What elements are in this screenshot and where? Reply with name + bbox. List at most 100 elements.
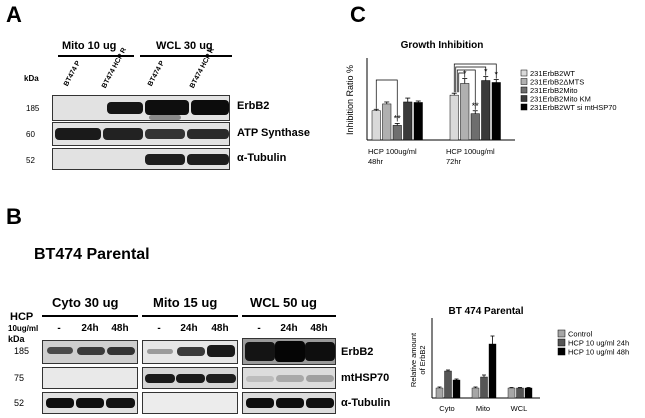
bar-0-0 xyxy=(435,387,444,399)
y-axis-label: Inhibition Ratio % xyxy=(345,65,355,135)
panel-b-mw-3: 52 xyxy=(14,398,25,408)
panel-a-group2-underline xyxy=(140,55,232,57)
panel-a-lane2-label: BT474 HCP R xyxy=(100,46,129,90)
bar-2-2 xyxy=(524,387,533,399)
comparison-bracket xyxy=(456,69,476,110)
panel-a-blot-atp-synthase xyxy=(52,122,230,146)
bar-1-1 xyxy=(460,83,470,141)
legend-swatch xyxy=(557,338,566,347)
panel-b-group2-underline xyxy=(142,315,238,317)
panel-a-lane3-label: BT474 P xyxy=(146,59,167,88)
bar-4-1 xyxy=(491,82,501,141)
panel-b-group1-underline xyxy=(42,315,138,317)
bar-4-0 xyxy=(413,102,423,141)
panel-b-cond-wcl-24h: 24h xyxy=(280,323,298,334)
panel-b-cond-mito-48h: 48h xyxy=(211,323,229,334)
panel-c-letter: C xyxy=(350,2,366,27)
bar-2-0 xyxy=(452,379,461,399)
panel-b-letter: B xyxy=(6,204,22,229)
chart-title: BT 474 Parental xyxy=(448,306,523,317)
panel-b-group2-label: Mito 15 ug xyxy=(153,295,218,310)
bar-3-0 xyxy=(403,101,413,141)
bar-0-2 xyxy=(507,387,516,399)
legend-swatch xyxy=(520,95,528,102)
panel-b-blot-mthsp70-cyto xyxy=(42,367,138,389)
panel-b-group3-underline xyxy=(242,315,336,317)
legend-label: HCP 10 ug/ml 24h xyxy=(568,339,629,348)
comparison-bracket xyxy=(375,79,398,122)
erbb2-quantification-chart: BT 474 Parental Relative amount of ErbB2 Cy… xyxy=(409,306,629,413)
bar-2-1 xyxy=(470,113,480,141)
panel-b-blot-mthsp70-mito xyxy=(142,367,238,389)
x-tick-label: Mito xyxy=(476,404,490,413)
legend-label: HCP 10 ug/ml 48h xyxy=(568,348,629,357)
comparison-bracket xyxy=(453,63,497,93)
panel-b-dose-label: 10ug/ml xyxy=(8,324,39,333)
legend-label: 231ErbB2WT si mtHSP70 xyxy=(530,103,617,112)
bar-0-1 xyxy=(471,387,480,399)
panel-a-row-tubulin: α-Tubulin xyxy=(237,152,287,164)
panel-a-row-atp-synthase: ATP Synthase xyxy=(237,127,310,139)
bar-1-0 xyxy=(444,370,452,399)
panel-b-kda-label: kDa xyxy=(8,334,25,344)
panel-b-group1-label: Cyto 30 ug xyxy=(52,295,119,310)
bar-0-1 xyxy=(449,94,459,141)
chart-title: Growth Inhibition xyxy=(401,40,484,51)
legend-label: 231ErbB2Mito xyxy=(530,86,578,95)
x-tick-label: HCP 100ug/ml xyxy=(368,147,417,156)
bar-3-1 xyxy=(481,80,491,141)
legend-label: 231ErbB2ΔMTS xyxy=(530,78,584,87)
panel-b-group3-label: WCL 50 ug xyxy=(250,295,317,310)
bar-2-1 xyxy=(488,343,497,399)
bar-1-0 xyxy=(382,103,392,141)
panel-b-cond-cyto-control: - xyxy=(57,323,61,334)
panel-a-mw-1: 185 xyxy=(26,104,40,113)
panel-b-blot-mthsp70-wcl xyxy=(242,367,336,389)
legend-label: 231ErbB2Mito KM xyxy=(530,95,591,104)
legend-label: Control xyxy=(568,330,593,339)
panel-b-hcp-label: HCP xyxy=(10,311,34,323)
panel-b-cond-wcl-control: - xyxy=(257,323,261,334)
panel-a-row-erbb2: ErbB2 xyxy=(237,100,270,112)
x-tick-label: WCL xyxy=(511,404,528,413)
panel-b-cond-cyto-24h: 24h xyxy=(81,323,99,334)
panel-b-blot-tubulin-mito xyxy=(142,392,238,414)
panel-a-blot-tubulin xyxy=(52,148,230,170)
panel-a-letter: A xyxy=(6,2,22,27)
x-tick-label: HCP 100ug/ml xyxy=(446,147,495,156)
comparison-bracket xyxy=(455,66,487,93)
panel-b-cond-cyto-48h: 48h xyxy=(111,323,129,334)
y-axis-label: of ErbB2 xyxy=(418,345,427,374)
panel-b-blot-tubulin-wcl xyxy=(242,392,336,414)
legend-swatch xyxy=(520,78,528,85)
panel-b-cond-mito-control: - xyxy=(157,323,161,334)
panel-b-blot-erbb2-mito xyxy=(142,340,238,364)
bar-1-2 xyxy=(516,387,524,399)
legend-swatch xyxy=(520,69,528,77)
panel-a-kda-label: kDa xyxy=(24,74,39,83)
panel-a-lane1-label: BT474 P xyxy=(62,59,83,88)
panel-a-group1-underline xyxy=(58,55,134,57)
legend-swatch xyxy=(557,347,566,356)
x-tick-label: 48hr xyxy=(368,157,384,166)
panel-b-mw-1: 185 xyxy=(14,346,30,356)
panel-b-row-tubulin: α-Tubulin xyxy=(341,397,391,409)
panel-b-cond-mito-24h: 24h xyxy=(180,323,198,334)
bar-0-0 xyxy=(371,110,381,141)
panel-a-group2-label: WCL 30 ug xyxy=(156,40,213,52)
legend-label: 231ErbB2WT xyxy=(530,69,575,78)
y-axis-label: Relative amount xyxy=(409,332,418,387)
legend-swatch xyxy=(557,329,566,338)
panel-b-cond-wcl-48h: 48h xyxy=(310,323,328,334)
legend-swatch xyxy=(520,86,528,94)
x-tick-label: Cyto xyxy=(439,404,454,413)
panel-b-row-erbb2: ErbB2 xyxy=(341,346,374,358)
panel-a-blot-erbb2 xyxy=(52,95,230,121)
panel-b-mw-2: 75 xyxy=(14,373,25,383)
panel-b-blot-erbb2-wcl xyxy=(242,338,336,365)
bar-1-1 xyxy=(480,376,488,399)
panel-a-mw-3: 52 xyxy=(26,156,35,165)
legend-swatch xyxy=(520,103,528,111)
panel-a-lane4-label: BT474 HCP R xyxy=(188,46,217,90)
